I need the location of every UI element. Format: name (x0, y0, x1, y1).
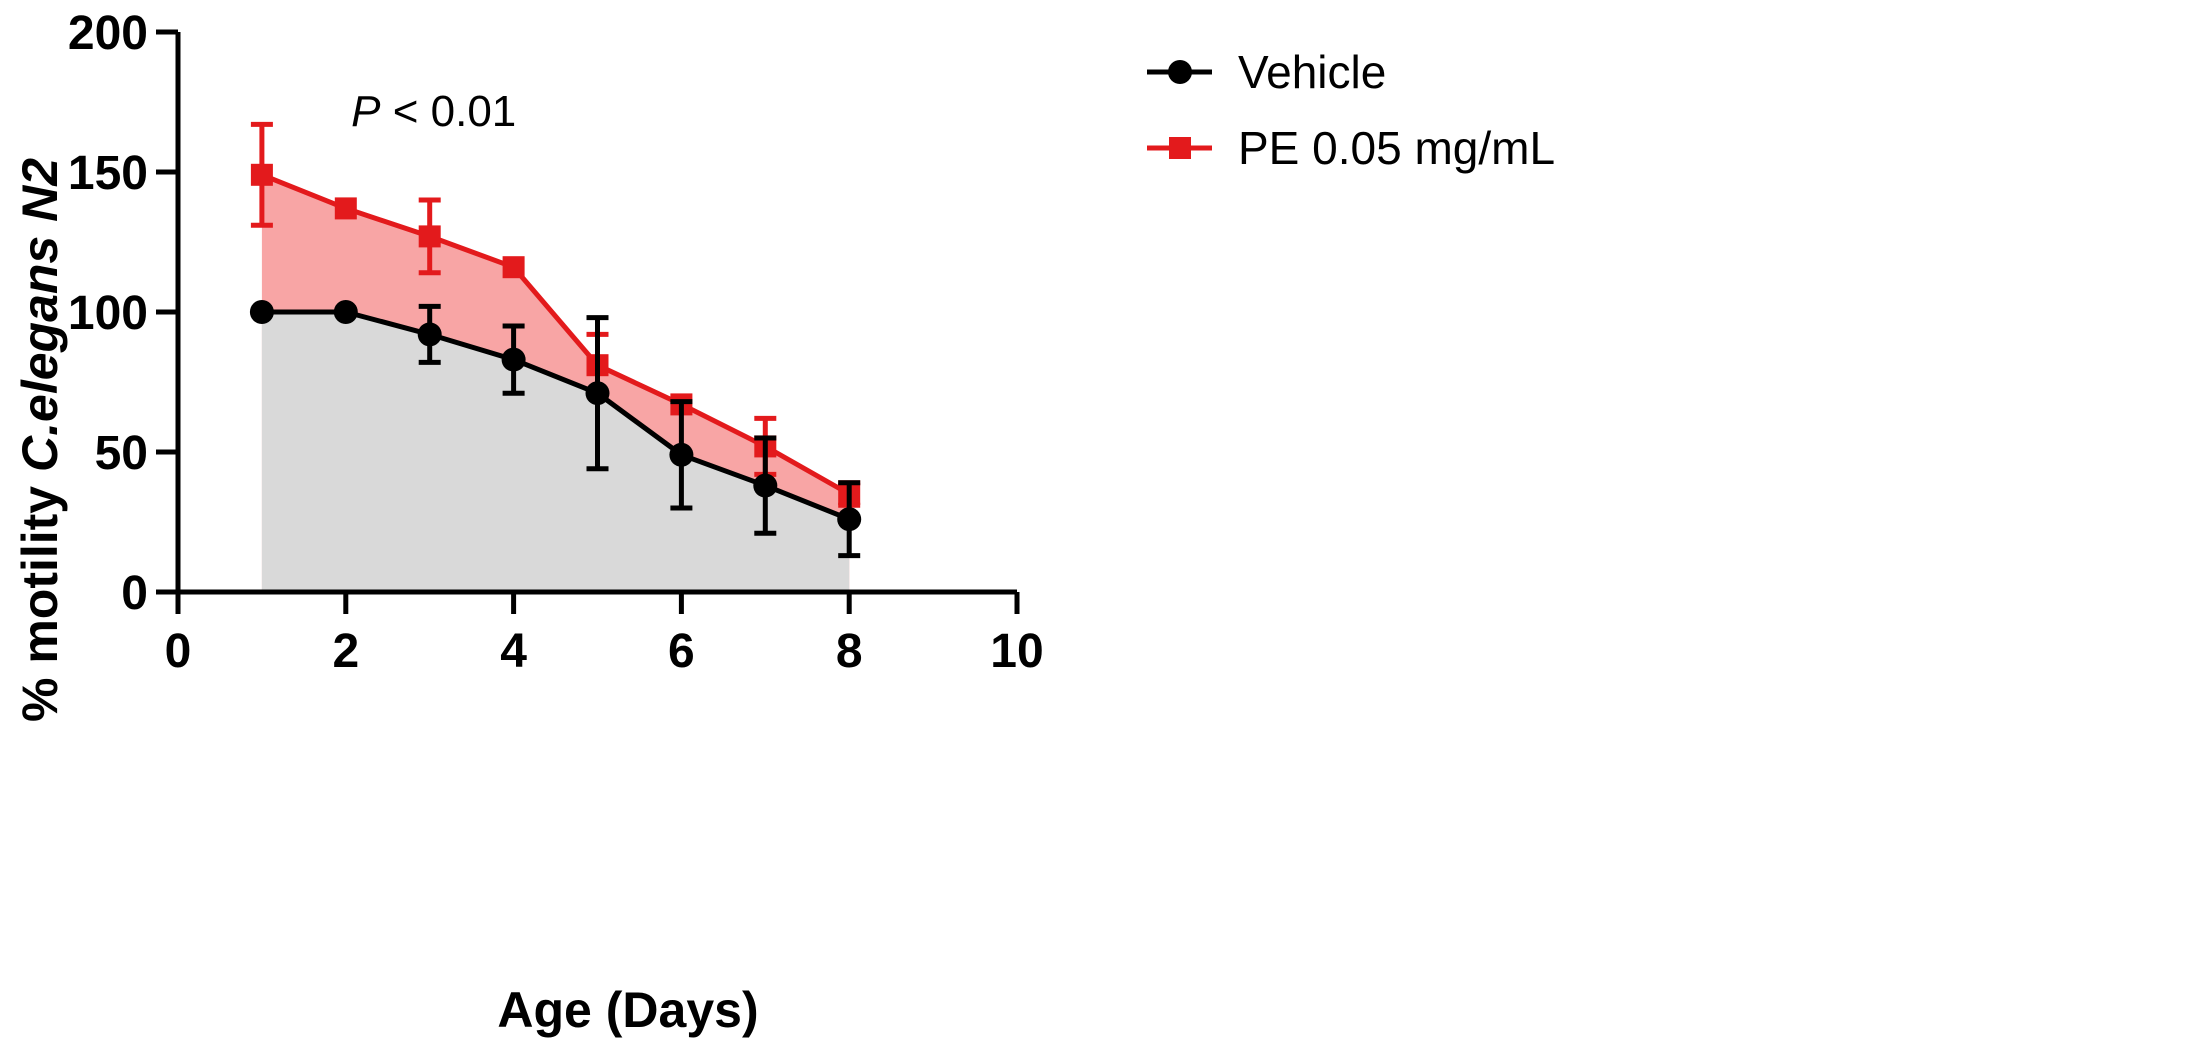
legend: Vehicle PE 0.05 mg/mL (1147, 46, 1555, 174)
data-point-0-3 (502, 256, 525, 279)
x-tick-label-10: 10 (990, 625, 1043, 678)
data-point-0-0 (250, 163, 273, 186)
x-tick-label-2: 2 (332, 625, 359, 678)
data-point-0-1 (334, 197, 357, 220)
y-axis-title: % motility C.elegans N2 (12, 158, 68, 722)
x-tick-label-4: 4 (500, 625, 527, 678)
data-point-1-4 (585, 381, 610, 406)
p-value-annotation: P < 0.01 (351, 87, 516, 136)
area-fill-1 (261, 312, 850, 592)
x-tick-label-6: 6 (668, 625, 695, 678)
y-tick-label-200: 200 (68, 7, 148, 60)
y-tick-label-50: 50 (95, 427, 148, 480)
y-tick-label-100: 100 (68, 287, 148, 340)
legend-label-0: PE 0.05 mg/mL (1238, 122, 1555, 174)
series-1 (249, 300, 862, 559)
series-line-0 (260, 172, 851, 497)
series-line-1 (261, 309, 851, 522)
data-point-0-2 (418, 225, 441, 248)
legend-marker-0 (1169, 137, 1191, 159)
data-point-1-6 (753, 473, 778, 498)
data-point-1-0 (249, 300, 274, 324)
y-axis-title-italic: C.elegans N2 (12, 158, 68, 472)
y-tick-label-150: 150 (68, 147, 148, 200)
y-axis-title-prefix: % motility (12, 472, 68, 722)
series-layer (249, 121, 862, 559)
x-axis-title: Age (Days) (497, 982, 758, 1038)
legend-label-1: Vehicle (1238, 46, 1386, 98)
legend-marker-1 (1168, 60, 1192, 84)
data-point-1-3 (501, 347, 526, 372)
data-point-1-5 (669, 442, 694, 467)
axes: 0 50 100 150 200 0 2 4 6 8 10 (68, 7, 1044, 678)
x-tick-label-0: 0 (165, 625, 192, 678)
area-fills (261, 174, 850, 593)
y-tick-label-0: 0 (121, 567, 148, 620)
p-value-italic: P (351, 87, 381, 136)
data-point-1-1 (333, 300, 358, 324)
x-tick-label-8: 8 (836, 625, 863, 678)
p-value-text: < 0.01 (380, 87, 516, 136)
data-point-1-7 (837, 507, 862, 532)
data-point-1-2 (417, 322, 442, 347)
